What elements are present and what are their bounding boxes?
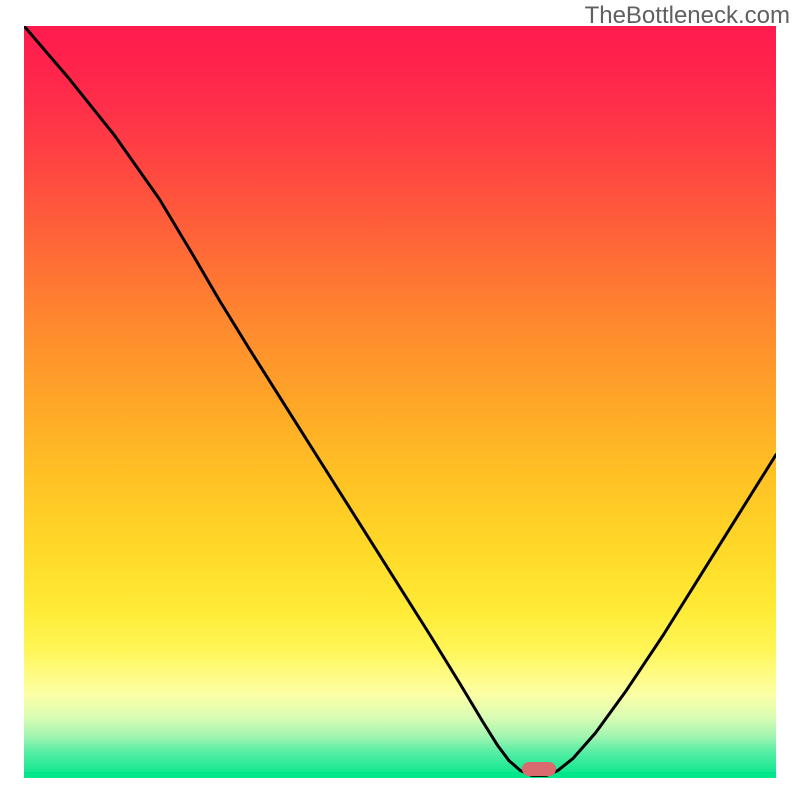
bottleneck-curve	[24, 26, 776, 775]
watermark-text: TheBottleneck.com	[585, 2, 790, 30]
chart-container: TheBottleneck.com	[0, 0, 800, 800]
optimum-marker	[522, 762, 556, 776]
curve-svg	[24, 26, 776, 778]
plot-area	[24, 26, 776, 778]
